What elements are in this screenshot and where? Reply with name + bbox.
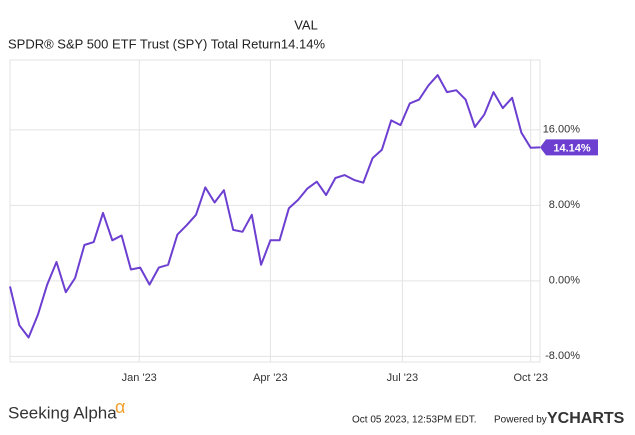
x-tick-label: Apr '23 — [253, 372, 288, 384]
end-badge — [540, 139, 598, 156]
y-tick-label: 16.00% — [543, 124, 581, 136]
y-tick-label: 0.00% — [549, 275, 580, 287]
provider: YCHARTS — [547, 410, 625, 427]
legend-name: SPDR® S&P 500 ETF Trust (SPY) Total Retu… — [8, 36, 281, 51]
brand-mark: α — [115, 397, 125, 417]
brand: Seeking Alpha — [8, 403, 117, 422]
x-tick-label: Jul '23 — [387, 372, 418, 384]
legend-value: 14.14% — [281, 36, 326, 51]
y-tick-label: 8.00% — [549, 199, 580, 211]
powered-by: Powered by — [494, 415, 547, 426]
legend-header: VAL — [294, 17, 318, 32]
x-tick-label: Oct '23 — [513, 372, 548, 384]
end-label: 14.14% — [553, 142, 591, 154]
timestamp: Oct 05 2023, 12:53PM EDT. — [352, 415, 477, 426]
plot-frame — [9, 59, 541, 363]
x-tick-label: Jan '23 — [122, 372, 157, 384]
y-tick-label: -8.00% — [545, 350, 580, 362]
series-line — [9, 74, 541, 339]
